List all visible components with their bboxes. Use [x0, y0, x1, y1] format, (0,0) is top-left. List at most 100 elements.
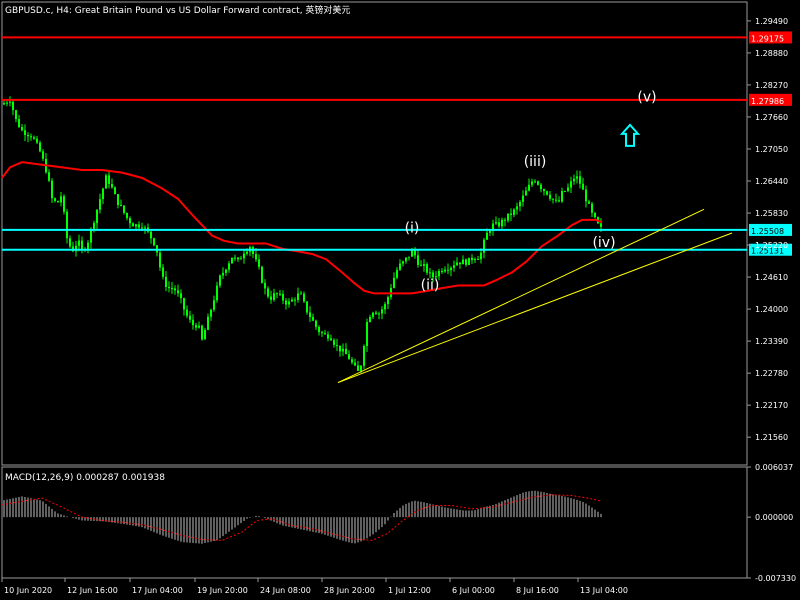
- price-plot-area[interactable]: (i) (ii) (iii) (iv) (v): [1, 36, 747, 384]
- candle-body: [318, 326, 320, 333]
- candle-body: [387, 297, 389, 305]
- candle-body: [486, 232, 488, 240]
- candle-body: [534, 181, 536, 183]
- candle-body: [366, 322, 368, 347]
- candle-body: [297, 293, 299, 300]
- candle-body: [339, 345, 341, 352]
- candle-body: [525, 190, 527, 196]
- x-tick-label: 8 Jul 16:00: [516, 586, 559, 595]
- candle-body: [255, 254, 257, 260]
- candle-body: [246, 251, 248, 254]
- candle-body: [402, 261, 404, 264]
- candle-body: [408, 256, 410, 258]
- candle-body: [426, 264, 428, 273]
- candle-body: [33, 137, 35, 139]
- candle-body: [420, 264, 422, 266]
- candle-body: [183, 298, 185, 310]
- candle-body: [6, 102, 8, 104]
- candle-body: [399, 263, 401, 270]
- candle-body: [369, 316, 371, 323]
- candle-body: [516, 206, 518, 210]
- x-tick-label: 6 Jul 00:00: [452, 586, 495, 595]
- candle-body: [27, 135, 29, 137]
- candle-body: [165, 276, 167, 287]
- candle-body: [537, 181, 539, 185]
- candle-body: [588, 201, 590, 204]
- wave-label: (iii): [524, 154, 547, 170]
- macd-y-tick-label: -0.007330: [755, 574, 796, 583]
- resistance-price-label: 1.29175: [751, 34, 784, 43]
- candle-body: [450, 267, 452, 271]
- y-tick-label: 1.26440: [755, 177, 788, 186]
- candle-body: [417, 255, 419, 265]
- candle-body: [498, 222, 500, 227]
- candle-body: [66, 211, 68, 239]
- macd-y-tick-label: 0.000000: [755, 513, 793, 522]
- candle-body: [384, 304, 386, 310]
- candle-body: [372, 312, 374, 317]
- candle-body: [114, 187, 116, 195]
- candle-body: [510, 213, 512, 215]
- price-panel-frame: [1, 1, 748, 466]
- candle-body: [51, 180, 53, 199]
- candle-body: [144, 227, 146, 229]
- candle-body: [501, 219, 503, 227]
- candle-body: [354, 362, 356, 366]
- candle-body: [309, 312, 311, 318]
- y-tick-label: 1.25830: [755, 209, 788, 218]
- candle-body: [126, 212, 128, 219]
- candle-body: [333, 340, 335, 345]
- candle-body: [48, 172, 50, 181]
- candle-body: [507, 213, 509, 221]
- trendline[interactable]: [337, 208, 705, 384]
- x-tick-label: 12 Jun 16:00: [67, 586, 118, 595]
- candle-body: [357, 365, 359, 371]
- y-tick-label: 1.29490: [755, 17, 788, 26]
- candle-body: [300, 293, 302, 295]
- candle-body: [135, 224, 137, 227]
- candle-body: [345, 348, 347, 355]
- candle-body: [204, 329, 206, 340]
- macd-y-tick-label: 0.006037: [755, 463, 793, 472]
- candle-body: [315, 320, 317, 327]
- y-tick-label: 1.22780: [755, 369, 788, 378]
- candle-body: [42, 151, 44, 159]
- candle-body: [177, 290, 179, 294]
- candle-body: [108, 175, 110, 184]
- y-tick-label: 1.27050: [755, 145, 788, 154]
- candle-body: [429, 272, 431, 274]
- candle-body: [219, 275, 221, 286]
- moving-average-line: [1, 161, 603, 295]
- candle-body: [210, 309, 212, 317]
- candle-body: [201, 325, 203, 340]
- y-tick-label: 1.25220: [755, 241, 788, 250]
- candle-body: [528, 184, 530, 191]
- trendline[interactable]: [337, 232, 733, 384]
- candle-body: [468, 257, 470, 265]
- candle-body: [111, 183, 113, 188]
- candle-body: [378, 313, 380, 315]
- candle-body: [489, 230, 491, 233]
- x-tick-label: 13 Jul 04:00: [580, 586, 628, 595]
- candle-body: [234, 257, 236, 259]
- candle-body: [102, 188, 104, 200]
- candle-body: [258, 259, 260, 267]
- candle-body: [282, 293, 284, 301]
- candle-body: [207, 316, 209, 330]
- candle-body: [558, 200, 560, 202]
- candle-body: [549, 194, 551, 199]
- macd-plot-area[interactable]: [1, 490, 603, 544]
- candle-body: [348, 354, 350, 360]
- resistance-price-label: 1.27986: [751, 97, 784, 106]
- candle-body: [99, 199, 101, 210]
- macd-signal-line: [1, 494, 603, 541]
- candle-body: [267, 288, 269, 297]
- candle-body: [444, 269, 446, 272]
- candle-body: [393, 277, 395, 288]
- candle-body: [192, 319, 194, 326]
- candle-body: [351, 359, 353, 363]
- candle-body: [138, 224, 140, 228]
- candle-body: [63, 196, 65, 212]
- candle-body: [150, 231, 152, 239]
